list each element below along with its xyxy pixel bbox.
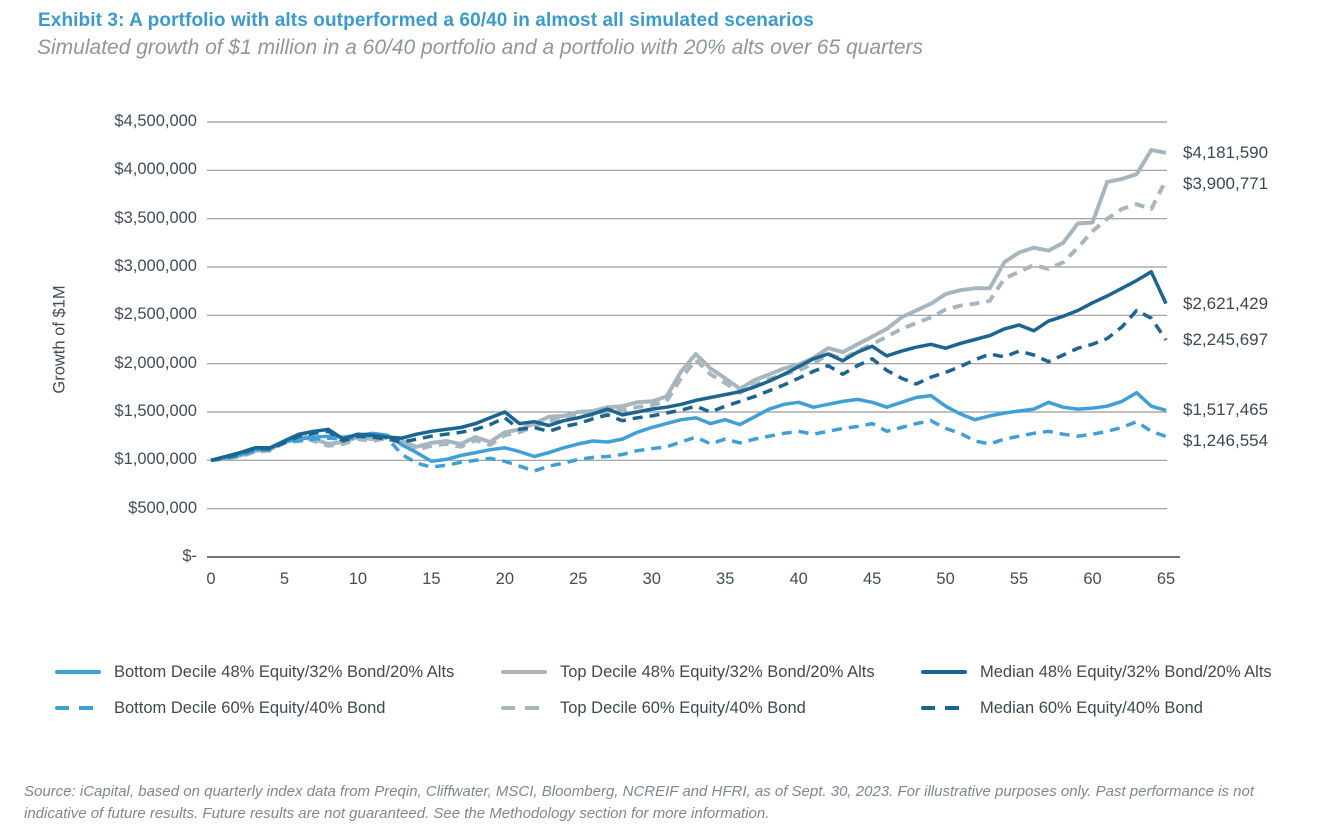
legend-label: Bottom Decile 60% Equity/40% Bond — [114, 698, 386, 717]
end-value-label: $3,900,771 — [1183, 173, 1269, 193]
x-tick-label: 45 — [862, 570, 882, 588]
y-tick-label: $2,500,000 — [114, 305, 197, 324]
x-tick-label: 0 — [206, 570, 216, 588]
x-tick-label: 10 — [348, 570, 368, 588]
y-tick-label: $2,000,000 — [114, 353, 197, 372]
legend-label: Median 48% Equity/32% Bond/20% Alts — [980, 662, 1272, 681]
legend-swatch-dark-blue-solid — [921, 669, 967, 675]
source-note: Source: iCapital, based on quarterly ind… — [24, 783, 1255, 822]
y-tick-label: $500,000 — [128, 498, 197, 517]
x-tick-label: 60 — [1083, 570, 1102, 588]
legend-item-top-decile-alts: Top Decile 48% Equity/32% Bond/20% Alts — [501, 662, 875, 682]
x-tick-label: 50 — [936, 570, 955, 588]
series-line-2 — [210, 270, 1168, 462]
x-tick-label: 15 — [422, 570, 441, 588]
y-tick-label: $3,000,000 — [114, 257, 197, 275]
series-line-3 — [210, 418, 1167, 473]
legend-item-median-6040: Median 60% Equity/40% Bond — [921, 698, 1203, 718]
legend-label: Top Decile 48% Equity/32% Bond/20% Alts — [560, 662, 875, 681]
series-line-5 — [210, 308, 1168, 463]
series-line-4 — [210, 178, 1168, 463]
legend-label: Median 60% Equity/40% Bond — [980, 698, 1203, 717]
legend-item-median-alts: Median 48% Equity/32% Bond/20% Alts — [921, 662, 1272, 682]
y-tick-label: $4,500,000 — [114, 112, 197, 130]
x-tick-label: 5 — [279, 570, 290, 588]
end-value-label: $2,621,429 — [1183, 293, 1269, 313]
page-title: Exhibit 3: A portfolio with alts outperf… — [38, 10, 814, 31]
end-value-label: $1,517,465 — [1183, 400, 1269, 420]
legend-item-bottom-decile-alts: Bottom Decile 48% Equity/32% Bond/20% Al… — [55, 662, 454, 682]
legend-label: Bottom Decile 48% Equity/32% Bond/20% Al… — [114, 662, 455, 681]
page-subtitle: Simulated growth of $1 million in a 60/4… — [37, 36, 923, 59]
legend-swatch-gray-dashed — [501, 705, 547, 711]
series-line-1 — [210, 148, 1167, 463]
x-tick-label: 40 — [789, 570, 808, 588]
legend-item-bottom-decile-6040: Bottom Decile 60% Equity/40% Bond — [55, 698, 386, 718]
x-tick-label: 55 — [1009, 570, 1029, 588]
legend-swatch-gray-solid — [501, 669, 547, 675]
y-tick-label: $- — [182, 547, 197, 565]
x-tick-label: 30 — [642, 570, 661, 588]
y-tick-label: $4,000,000 — [114, 160, 197, 179]
y-tick-label: $1,000,000 — [114, 450, 197, 469]
end-value-label: $4,181,590 — [1183, 142, 1269, 162]
y-tick-label: $3,500,000 — [114, 208, 197, 227]
growth-line-chart — [207, 121, 1180, 558]
legend-item-top-decile-6040: Top Decile 60% Equity/40% Bond — [501, 698, 806, 718]
legend-swatch-dark-blue-dashed — [921, 705, 967, 711]
legend-swatch-light-blue-solid — [55, 669, 101, 675]
legend-label: Top Decile 60% Equity/40% Bond — [560, 698, 806, 717]
x-tick-label: 65 — [1156, 570, 1176, 588]
legend-swatch-light-blue-dashed — [55, 705, 101, 711]
end-value-label: $2,245,697 — [1183, 329, 1269, 349]
x-tick-label: 25 — [569, 570, 588, 588]
end-value-label: $1,246,554 — [1183, 431, 1269, 451]
y-tick-label: $1,500,000 — [114, 402, 197, 420]
x-tick-label: 35 — [716, 570, 735, 588]
x-tick-label: 20 — [495, 570, 515, 588]
